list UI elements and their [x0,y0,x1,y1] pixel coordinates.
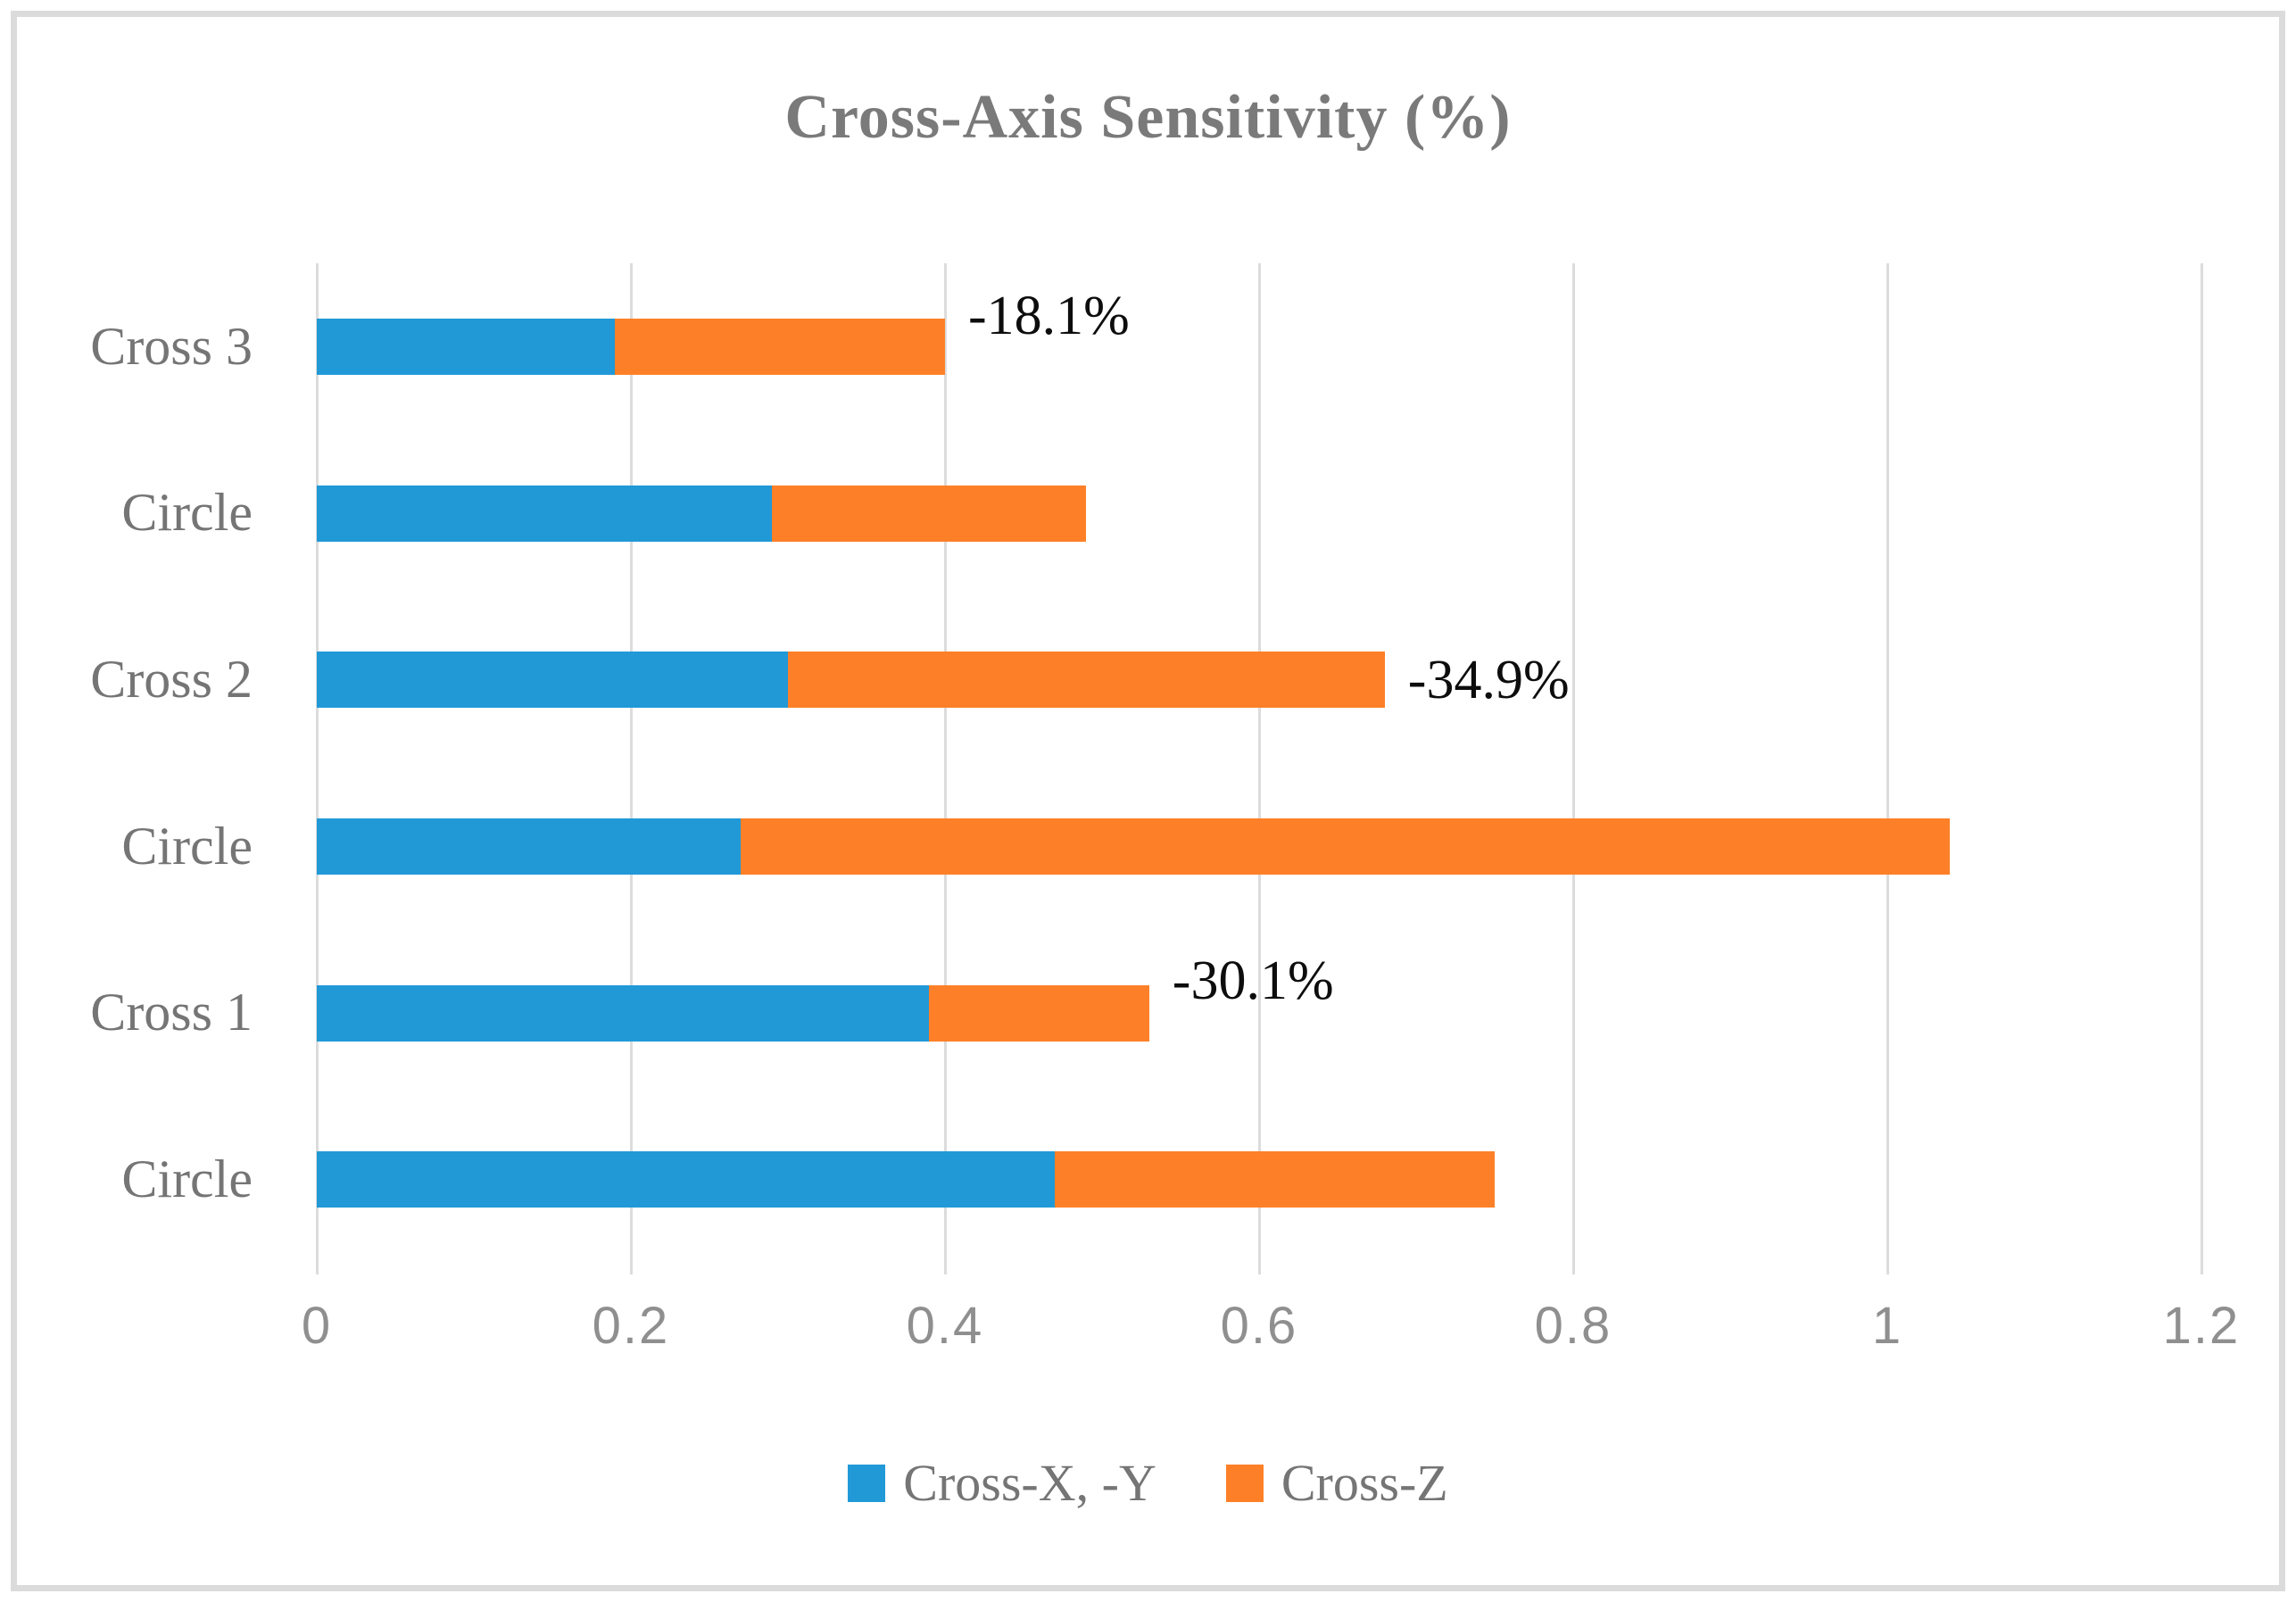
bar-segment-cross-xy [317,984,930,1042]
x-tick-label: 0.8 [1534,1297,1612,1355]
category-label: Cross 1 [90,983,253,1042]
legend-label: Cross-X, -Y [903,1454,1156,1512]
category-label: Circle [121,1150,253,1209]
data-label: -34.9% [1407,649,1570,710]
bar-segment-cross-z [929,984,1149,1042]
bar-segment-cross-z [741,818,1951,875]
y-axis-line [315,263,319,1274]
legend-item-cross-z: Cross-Z [1225,1453,1448,1513]
legend-swatch-icon [1225,1464,1264,1502]
gridline [1886,263,1889,1274]
x-tick-label: 0.2 [592,1297,670,1355]
gridline [1257,263,1261,1274]
category-label: Circle [121,483,253,543]
bar-segment-cross-xy [317,818,742,875]
x-tick-label: 0.4 [906,1297,984,1355]
bar-segment-cross-xy [317,318,616,375]
category-label: Cross 3 [90,316,253,376]
x-tick-label: 0.6 [1220,1297,1298,1355]
plot-area: -18.1% -34.9% -30.1% [315,263,2203,1274]
data-label: -30.1% [1172,950,1334,1011]
chart-title: Cross-Axis Sensitivity (%) [784,83,1512,152]
bar-segment-cross-xy [317,485,773,542]
gridline [2200,263,2203,1274]
legend-item-cross-xy: Cross-X, -Y [848,1453,1156,1513]
bar-segment-cross-xy [317,652,788,709]
category-label: Circle [121,816,253,876]
gridline [629,263,633,1274]
gridline [1571,263,1575,1274]
bar-segment-cross-xy [317,1151,1056,1208]
bar-segment-cross-z [788,652,1385,709]
gridline [943,263,947,1274]
x-tick-label: 0 [301,1297,333,1355]
legend: Cross-X, -Y Cross-Z [0,1453,2296,1513]
data-label: -18.1% [968,286,1130,347]
x-tick-label: 1.2 [2162,1297,2241,1355]
legend-label: Cross-Z [1281,1454,1448,1512]
legend-swatch-icon [848,1464,886,1502]
bar-segment-cross-z [615,318,945,375]
category-label: Cross 2 [90,650,253,710]
bar-segment-cross-z [1055,1151,1495,1208]
bar-segment-cross-z [772,485,1087,542]
x-tick-label: 1 [1871,1297,1903,1355]
